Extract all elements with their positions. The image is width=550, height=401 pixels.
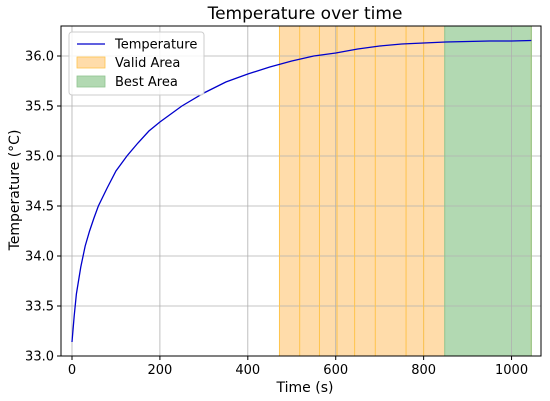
plot-frame [60,25,542,357]
x-tick-label: 0 [68,363,76,378]
legend-valid-area-label: Valid Area [115,56,180,71]
x-tick-label: 200 [147,363,172,378]
legend-valid-area-swatch [76,56,106,69]
y-tick-label: 36.0 [25,50,54,65]
y-tick-label: 35.0 [25,150,54,165]
chart-title: Temperature over time [207,4,403,24]
y-tick-label: 33.5 [25,300,54,315]
y-axis-label: Temperature (°C) [7,130,23,252]
plot-area: 0 200 400 600 800 1000 33.0 33.5 34.0 34.5 35.0 35.… [25,25,542,378]
legend: Temperature Valid Area Best Area [68,31,205,96]
legend-best-area-swatch [76,75,106,88]
x-tick-label: 800 [411,363,436,378]
y-tick-label: 35.5 [25,100,54,115]
legend-temperature-label: Temperature [114,38,197,53]
y-tick-label: 33.0 [25,350,54,365]
x-tick-label: 1000 [495,363,528,378]
x-axis-label: Time (s) [276,380,334,396]
x-tick-label: 600 [323,363,348,378]
legend-best-area-label: Best Area [115,75,178,90]
x-tick-label: 400 [235,363,260,378]
y-tick-label: 34.5 [25,200,54,215]
y-tick-label: 34.0 [25,250,54,265]
best-area-region [444,26,532,356]
